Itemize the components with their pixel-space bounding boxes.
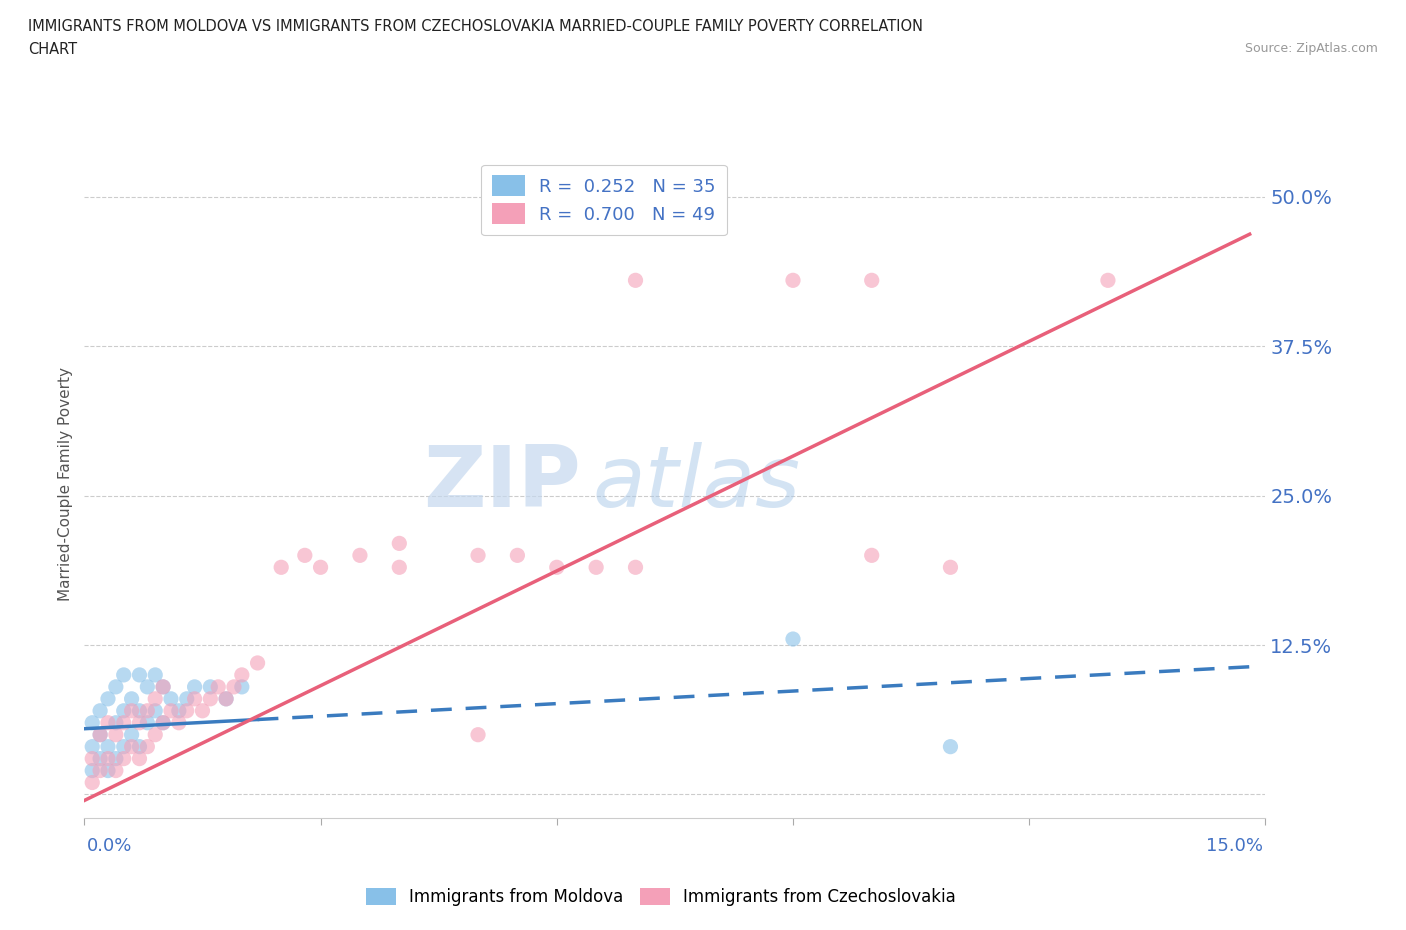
Point (136, 680, 159, 695)
Point (104, 727, 127, 742)
Point (104, 764, 127, 778)
Point (136, 703, 159, 718)
Point (143, 691, 166, 706)
Text: 15.0%: 15.0% (1205, 837, 1263, 855)
Point (1097, 272, 1119, 287)
Point (246, 656, 269, 671)
Point (97, 764, 120, 778)
Point (97, 691, 120, 706)
Point (152, 680, 174, 695)
Point (143, 727, 166, 742)
Text: IMMIGRANTS FROM MOLDOVA VS IMMIGRANTS FROM CZECHOSLOVAKIA MARRIED-COUPLE FAMILY : IMMIGRANTS FROM MOLDOVA VS IMMIGRANTS FR… (28, 19, 924, 33)
Point (104, 715, 127, 730)
Point (546, 560, 568, 575)
Legend: Immigrants from Moldova, Immigrants from Czechoslovakia: Immigrants from Moldova, Immigrants from… (359, 881, 963, 912)
Point (939, 560, 962, 575)
Legend: R =  0.252   N = 35, R =  0.700   N = 49: R = 0.252 N = 35, R = 0.700 N = 49 (481, 165, 727, 235)
Point (270, 560, 292, 575)
Point (128, 703, 150, 718)
Point (349, 548, 371, 563)
Text: atlas: atlas (592, 442, 800, 525)
Point (231, 680, 253, 695)
Point (128, 739, 150, 754)
Point (860, 548, 883, 563)
Point (97, 739, 120, 754)
Point (215, 691, 238, 706)
Point (82, 739, 104, 754)
Point (128, 668, 150, 683)
Point (128, 751, 150, 766)
Point (121, 727, 143, 742)
Point (89, 727, 111, 742)
Y-axis label: Married-Couple Family Poverty: Married-Couple Family Poverty (58, 366, 73, 601)
Point (294, 548, 316, 563)
Point (388, 536, 411, 551)
Point (222, 680, 245, 695)
Point (200, 680, 222, 695)
Point (82, 764, 104, 778)
Point (152, 680, 174, 695)
Point (112, 739, 135, 754)
Point (939, 739, 962, 754)
Point (89, 764, 111, 778)
Point (782, 631, 804, 646)
Point (467, 727, 489, 742)
Point (215, 691, 238, 706)
Point (860, 272, 883, 287)
Point (121, 739, 143, 754)
Point (82, 775, 104, 790)
Point (104, 751, 127, 766)
Text: ZIP: ZIP (423, 442, 581, 525)
Point (624, 560, 647, 575)
Point (112, 751, 135, 766)
Point (104, 680, 127, 695)
Point (82, 715, 104, 730)
Point (89, 727, 111, 742)
Point (183, 691, 205, 706)
Point (207, 680, 229, 695)
Point (128, 715, 150, 730)
Point (89, 751, 111, 766)
Point (136, 739, 159, 754)
Point (309, 560, 332, 575)
Point (136, 715, 159, 730)
Point (97, 715, 120, 730)
Point (121, 703, 143, 718)
Point (191, 703, 214, 718)
Point (176, 691, 198, 706)
Point (782, 272, 804, 287)
Point (167, 715, 190, 730)
Point (167, 703, 190, 718)
Point (231, 668, 253, 683)
Point (467, 548, 489, 563)
Point (143, 703, 166, 718)
Point (585, 560, 607, 575)
Point (152, 715, 174, 730)
Point (112, 703, 135, 718)
Point (200, 691, 222, 706)
Point (143, 668, 166, 683)
Point (82, 751, 104, 766)
Point (624, 272, 647, 287)
Text: 0.0%: 0.0% (87, 837, 132, 855)
Point (97, 751, 120, 766)
Point (183, 680, 205, 695)
Point (121, 691, 143, 706)
Point (112, 668, 135, 683)
Text: Source: ZipAtlas.com: Source: ZipAtlas.com (1244, 42, 1378, 55)
Point (176, 703, 198, 718)
Point (160, 691, 183, 706)
Point (388, 560, 411, 575)
Point (89, 703, 111, 718)
Point (152, 715, 174, 730)
Text: CHART: CHART (28, 42, 77, 57)
Point (160, 703, 183, 718)
Point (506, 548, 529, 563)
Point (112, 715, 135, 730)
